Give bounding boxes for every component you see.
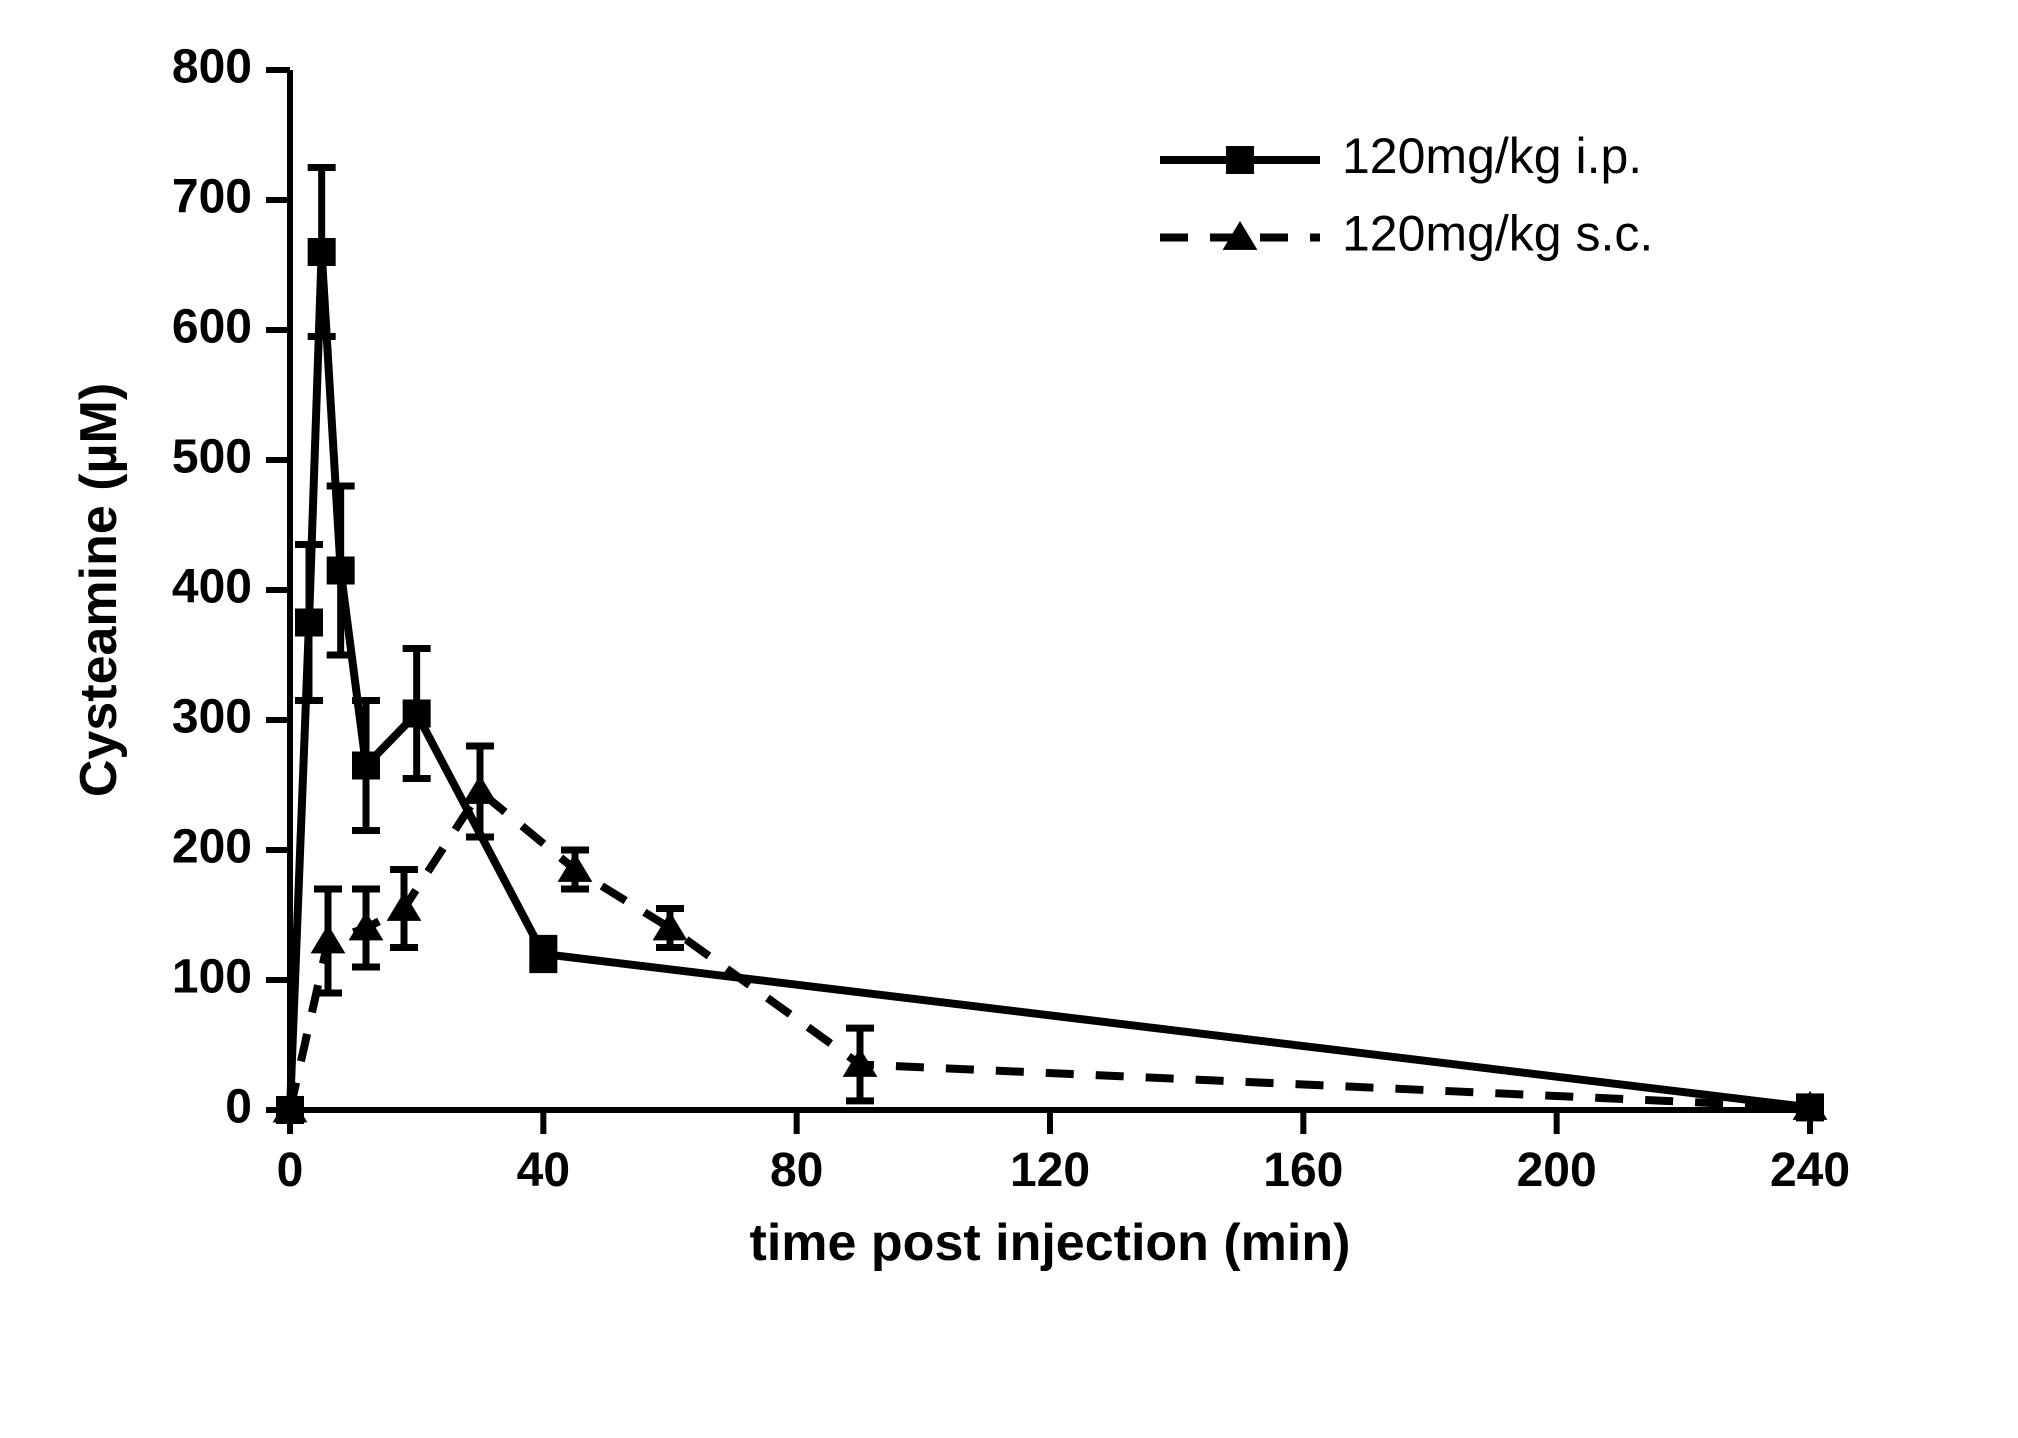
x-axis-title: time post injection (min) [750,1214,1351,1272]
marker-square-ip [529,940,557,968]
y-tick-label: 0 [225,1081,252,1134]
y-tick-label: 100 [172,951,252,1004]
x-tick-label: 120 [1010,1144,1090,1197]
y-axis-title: Cysteamine (µM) [70,383,128,797]
marker-square-ip [327,557,355,585]
y-tick-label: 400 [172,561,252,614]
y-tick-label: 700 [172,171,252,224]
marker-square-ip [403,700,431,728]
x-tick-label: 80 [770,1144,823,1197]
marker-square-ip [295,609,323,637]
y-tick-label: 800 [172,41,252,94]
marker-square-ip [352,752,380,780]
x-tick-label: 0 [277,1144,304,1197]
legend-label-sc: 120mg/kg s.c. [1342,206,1653,262]
legend-label-ip: 120mg/kg i.p. [1342,128,1642,184]
y-tick-label: 200 [172,821,252,874]
x-tick-label: 200 [1517,1144,1597,1197]
x-tick-label: 40 [517,1144,570,1197]
x-tick-label: 160 [1263,1144,1343,1197]
y-tick-label: 300 [172,691,252,744]
marker-square-ip [308,238,336,266]
chart-svg: 0 100 200 300 400 500 600 700 800 0 40 80 120 160 200 2… [0,0,2018,1438]
marker-square-legend-ip [1226,146,1254,174]
y-tick-label: 600 [172,301,252,354]
y-tick-label: 500 [172,431,252,484]
x-tick-label: 240 [1770,1144,1850,1197]
chart-container: 0 100 200 300 400 500 600 700 800 0 40 80 120 160 200 2… [0,0,2018,1438]
